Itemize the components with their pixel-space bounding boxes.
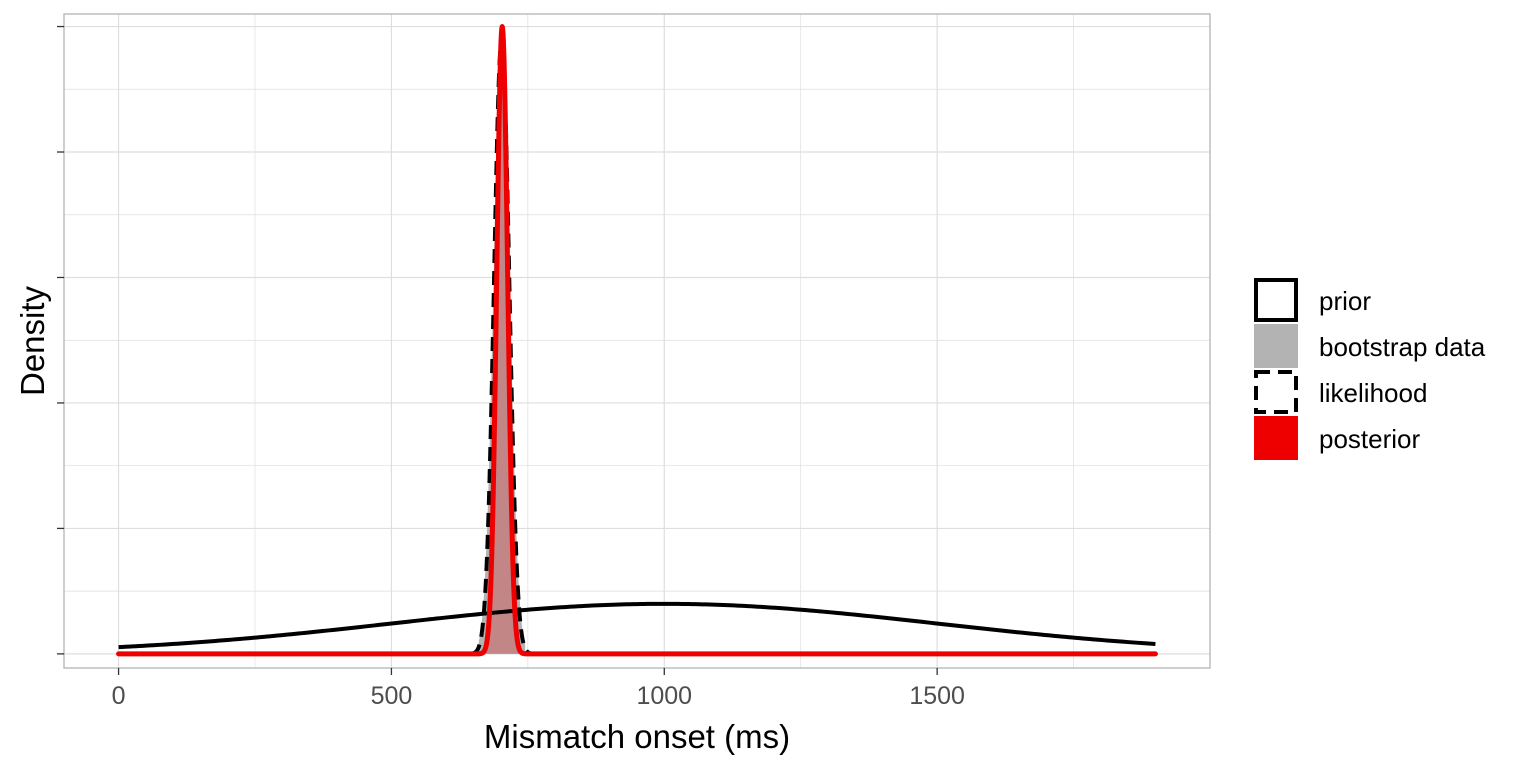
x-tick-label: 1000 [636, 682, 692, 710]
legend-key-bootstrap-data [1254, 324, 1298, 368]
axis-layer: 0 500 1000 1500 [57, 25, 965, 710]
x-tick-label: 500 [371, 682, 413, 710]
series-likelihood-line [118, 34, 1156, 656]
series-posterior-line [116, 24, 1158, 657]
x-axis-title: Mismatch onset (ms) [484, 718, 790, 755]
x-tick-label: 0 [112, 682, 126, 710]
legend: prior bootstrap data likelihood posterio… [1254, 278, 1486, 460]
legend-label-likelihood: likelihood [1319, 378, 1427, 408]
legend-key-likelihood [1254, 370, 1298, 414]
legend-key-posterior [1254, 416, 1298, 460]
x-tick-label: 1500 [909, 682, 965, 710]
legend-label-posterior: posterior [1319, 424, 1420, 454]
legend-label-bootstrap-data: bootstrap data [1319, 332, 1486, 362]
panel-border [63, 13, 1211, 669]
data-layer [116, 24, 1158, 657]
y-axis-title: Density [14, 285, 51, 396]
legend-key-prior [1254, 278, 1298, 322]
series-prior-line [118, 601, 1156, 650]
grid-layer [64, 14, 1211, 668]
legend-label-prior: prior [1319, 286, 1371, 316]
series-posterior-area [477, 26, 527, 654]
